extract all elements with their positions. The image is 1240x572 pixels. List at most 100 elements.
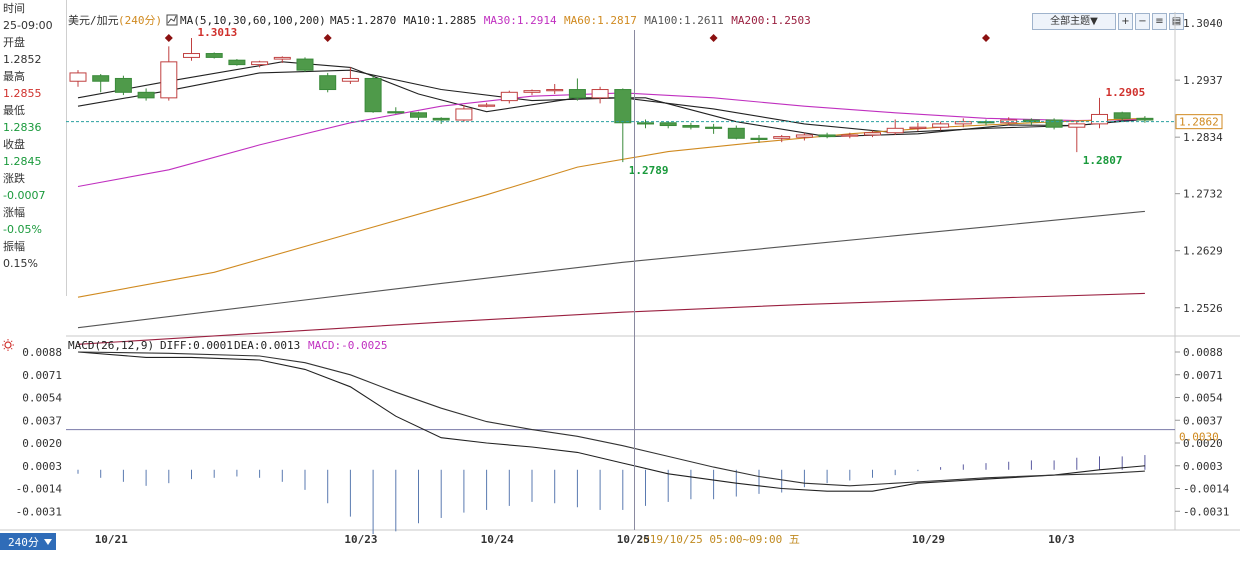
crosshair-time-label: 2019/10/25 05:00~09:00 五	[637, 533, 800, 546]
time-tick-label: 10/3	[1048, 533, 1075, 546]
settings-button[interactable]: ≡	[1152, 13, 1167, 30]
macd-tick-label-left: 0.0054	[22, 392, 62, 405]
info-label: 开盘	[3, 36, 25, 49]
macd-tick-label: 0.0071	[1183, 369, 1223, 382]
macd-axis: 0.0088 0.0088 0.0071 0.0071 0.0054 0.0054 0.00…	[16, 346, 1230, 518]
ma-line-ma30	[77, 92, 1145, 188]
candle	[750, 134, 768, 143]
macd-tick-label-left: -0.0014	[16, 483, 63, 496]
macd-header: MACD(26,12,9) DIFF:0.0001 DEA:0.0013 MAC…	[2, 339, 387, 352]
info-label: 收盘	[3, 138, 25, 151]
time-tick-label: 10/24	[481, 533, 514, 546]
price-tick-label: 1.3040	[1183, 17, 1223, 30]
moving-average-lines	[77, 61, 1145, 345]
candle	[500, 90, 518, 104]
info-value: -0.05%	[3, 223, 42, 236]
ma-params-label: MA(5,10,30,60,100,200)	[180, 14, 326, 27]
candle	[773, 134, 791, 143]
info-value: 1.2852	[3, 53, 42, 66]
chart-header: 美元/加元 (240分) MA(5,10,30,60,100,200) MA5:…	[68, 14, 811, 27]
candle	[455, 105, 473, 122]
candle	[1091, 97, 1108, 129]
candle	[432, 117, 450, 124]
ma-line-ma200	[77, 292, 1145, 345]
crosshair: 2019/10/25 05:00~09:00 五	[634, 30, 800, 546]
macd-params-label: MACD(26,12,9)	[68, 339, 154, 352]
candle	[273, 56, 291, 63]
period-badge-label: 240分	[8, 536, 39, 549]
event-marker-icon[interactable]	[982, 34, 990, 42]
candle	[205, 52, 223, 59]
info-value: 1.2855	[3, 87, 42, 100]
candle	[932, 121, 950, 131]
candles	[69, 38, 1154, 163]
info-label: 最低	[3, 104, 25, 117]
macd-tick-label: 0.0037	[1183, 414, 1223, 427]
candle	[296, 57, 314, 72]
period-badge[interactable]: 240分	[0, 533, 56, 550]
candle	[568, 78, 586, 101]
candle	[478, 102, 496, 108]
macd-histogram	[77, 455, 1146, 535]
macd-tick-label: 0.0020	[1183, 437, 1223, 450]
candle	[1068, 121, 1086, 153]
zoom-out-button[interactable]: −	[1135, 13, 1150, 30]
macd-marker-line: 0.0030	[66, 429, 1219, 444]
current-price-line: 1.2862	[66, 114, 1223, 130]
candle	[705, 123, 723, 134]
price-tick-label: 1.2834	[1183, 131, 1223, 144]
candle	[251, 60, 269, 68]
candle	[523, 89, 541, 96]
macd-tick-label-left: 0.0071	[22, 369, 62, 382]
candle	[682, 122, 700, 130]
info-value: 1.2836	[3, 121, 42, 134]
tools-button[interactable]: ▤	[1169, 13, 1184, 30]
ma-line-ma60	[77, 117, 1145, 298]
price-annotation: 1.3013	[198, 26, 238, 39]
period-label: (240分)	[118, 14, 162, 27]
price-annotation: 1.2905	[1106, 86, 1146, 99]
macd-tick-label-left: 0.0088	[22, 346, 62, 359]
event-marker-icon[interactable]	[709, 34, 718, 42]
candle	[387, 107, 405, 114]
candle	[1136, 116, 1154, 123]
price-axis: 1.3040 1.2937 1.2834 1.2732 1.2629 1.2526	[1175, 17, 1223, 315]
info-value: 0.15%	[3, 257, 38, 270]
candle	[364, 75, 382, 113]
zoom-in-button[interactable]: +	[1118, 13, 1133, 30]
candle	[591, 86, 609, 104]
ma-value-label: MA60:1.2817	[564, 14, 637, 27]
macd-lines	[77, 351, 1145, 492]
candle	[886, 119, 904, 135]
time-axis: 10/21 10/23 10/24 10/25 10/29 10/3	[95, 533, 1075, 546]
sun-icon	[2, 339, 14, 351]
macd-dea-line	[77, 351, 1145, 487]
macd-tick-label-left: -0.0031	[16, 505, 62, 518]
price-annotation: 1.2789	[629, 164, 669, 177]
macd-tick-label: -0.0014	[1183, 483, 1230, 496]
info-label: 涨跌	[3, 172, 25, 185]
event-marker-icon[interactable]	[164, 34, 173, 42]
candle	[659, 121, 677, 129]
macd-tick-label-left: 0.0003	[22, 460, 62, 473]
event-marker-icon[interactable]	[323, 34, 332, 42]
candle	[727, 125, 745, 140]
price-tick-label: 1.2732	[1183, 188, 1223, 201]
theme-select-button[interactable]: 全部主题▼	[1032, 13, 1116, 30]
candle	[818, 132, 836, 139]
candle	[319, 72, 337, 93]
macd-tick-label: -0.0031	[1183, 505, 1229, 518]
macd-dea-label: DEA:0.0013	[234, 339, 300, 352]
price-annotation: 1.2807	[1083, 154, 1123, 167]
time-tick-label: 10/25	[617, 533, 650, 546]
candle	[1045, 118, 1063, 130]
price-tick-label: 1.2937	[1183, 74, 1223, 87]
time-tick-label: 10/29	[912, 533, 945, 546]
info-value: -0.0007	[3, 189, 46, 202]
info-value: 1.2845	[3, 155, 42, 168]
current-price-label: 1.2862	[1179, 116, 1219, 129]
candle	[841, 132, 859, 139]
macd-tick-label: 0.0054	[1183, 392, 1223, 405]
quote-info-panel: 时间 25-09:00 开盘 1.2852 最高 1.2855 最低 1.2836 收盘 1.28…	[0, 0, 67, 296]
